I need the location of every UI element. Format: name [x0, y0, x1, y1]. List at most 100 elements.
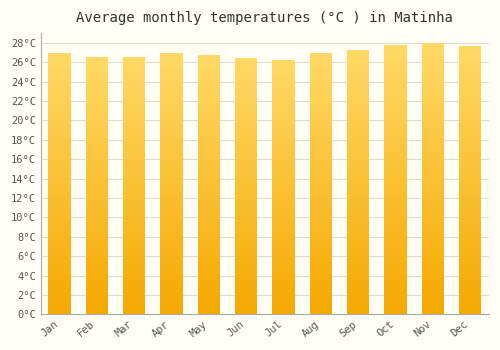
- Bar: [86, 223, 108, 224]
- Bar: [310, 229, 332, 231]
- Bar: [235, 199, 258, 201]
- Bar: [86, 199, 108, 200]
- Bar: [48, 250, 71, 252]
- Bar: [123, 313, 146, 314]
- Bar: [272, 130, 295, 132]
- Bar: [235, 156, 258, 157]
- Bar: [123, 298, 146, 299]
- Bar: [272, 93, 295, 94]
- Bar: [384, 50, 407, 51]
- Bar: [198, 126, 220, 127]
- Bar: [48, 173, 71, 174]
- Bar: [123, 95, 146, 96]
- Bar: [422, 241, 444, 243]
- Bar: [86, 254, 108, 255]
- Bar: [459, 106, 481, 107]
- Bar: [384, 89, 407, 91]
- Bar: [384, 76, 407, 77]
- Bar: [123, 173, 146, 174]
- Bar: [86, 176, 108, 177]
- Bar: [48, 55, 71, 57]
- Bar: [310, 152, 332, 153]
- Bar: [384, 115, 407, 116]
- Bar: [235, 305, 258, 307]
- Bar: [310, 210, 332, 211]
- Bar: [48, 170, 71, 172]
- Bar: [459, 155, 481, 156]
- Bar: [48, 244, 71, 245]
- Bar: [198, 249, 220, 251]
- Bar: [310, 198, 332, 199]
- Bar: [272, 220, 295, 222]
- Bar: [459, 226, 481, 227]
- Bar: [272, 121, 295, 122]
- Bar: [123, 312, 146, 313]
- Bar: [123, 101, 146, 103]
- Bar: [198, 310, 220, 312]
- Bar: [459, 62, 481, 63]
- Bar: [347, 215, 370, 216]
- Bar: [123, 73, 146, 74]
- Bar: [272, 296, 295, 298]
- Bar: [384, 51, 407, 53]
- Bar: [347, 255, 370, 256]
- Bar: [422, 77, 444, 78]
- Bar: [160, 286, 183, 287]
- Bar: [272, 252, 295, 253]
- Bar: [310, 232, 332, 233]
- Bar: [48, 206, 71, 207]
- Bar: [235, 204, 258, 205]
- Bar: [48, 223, 71, 224]
- Bar: [272, 247, 295, 248]
- Bar: [459, 67, 481, 69]
- Bar: [422, 100, 444, 101]
- Bar: [272, 135, 295, 137]
- Bar: [272, 309, 295, 310]
- Bar: [123, 78, 146, 79]
- Bar: [160, 312, 183, 313]
- Bar: [310, 207, 332, 208]
- Bar: [272, 73, 295, 74]
- Bar: [235, 146, 258, 147]
- Bar: [198, 101, 220, 103]
- Bar: [48, 265, 71, 266]
- Bar: [422, 116, 444, 118]
- Bar: [123, 239, 146, 240]
- Bar: [235, 293, 258, 294]
- Bar: [198, 313, 220, 314]
- Bar: [160, 237, 183, 238]
- Bar: [384, 93, 407, 95]
- Bar: [459, 82, 481, 83]
- Bar: [86, 159, 108, 160]
- Bar: [123, 186, 146, 187]
- Bar: [384, 120, 407, 122]
- Bar: [272, 302, 295, 303]
- Bar: [198, 301, 220, 303]
- Bar: [123, 220, 146, 222]
- Bar: [422, 218, 444, 219]
- Bar: [86, 84, 108, 86]
- Bar: [347, 133, 370, 134]
- Bar: [272, 194, 295, 195]
- Bar: [422, 238, 444, 240]
- Bar: [310, 140, 332, 142]
- Bar: [459, 73, 481, 74]
- Bar: [160, 193, 183, 194]
- Bar: [459, 183, 481, 184]
- Bar: [422, 298, 444, 299]
- Bar: [123, 191, 146, 192]
- Bar: [86, 160, 108, 161]
- Bar: [198, 155, 220, 156]
- Bar: [198, 66, 220, 68]
- Bar: [86, 74, 108, 76]
- Bar: [459, 90, 481, 91]
- Bar: [272, 189, 295, 190]
- Bar: [347, 72, 370, 74]
- Bar: [384, 123, 407, 124]
- Bar: [459, 161, 481, 163]
- Bar: [347, 270, 370, 271]
- Bar: [160, 98, 183, 100]
- Bar: [86, 133, 108, 134]
- Bar: [198, 208, 220, 209]
- Bar: [123, 251, 146, 253]
